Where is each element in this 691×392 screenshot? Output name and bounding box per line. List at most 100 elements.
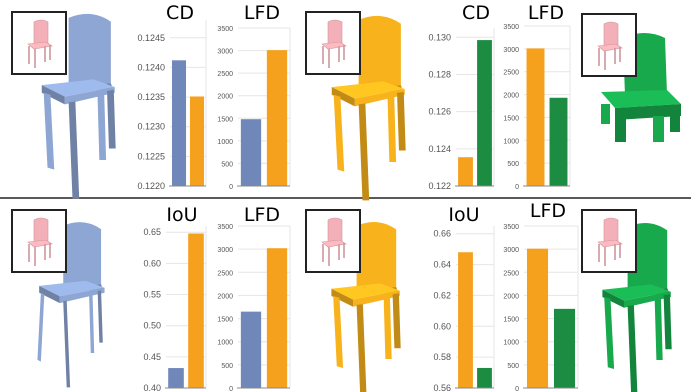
y-tick-label: 0.58 (433, 352, 451, 362)
y-tick-label: 500 (507, 161, 519, 168)
bar (240, 311, 262, 388)
y-tick-label: 0.124 (428, 144, 451, 154)
y-tick-label: 1500 (503, 115, 519, 122)
y-tick-label: 2000 (503, 293, 519, 300)
y-tick-label: 0.1230 (137, 122, 165, 132)
y-tick-label: 0.1220 (137, 181, 165, 191)
y-tick-label: 500 (221, 363, 233, 370)
bar (458, 157, 473, 186)
y-tick-label: 0.60 (143, 258, 161, 268)
chart-title: LFD (530, 200, 566, 222)
chart-title: LFD (244, 2, 280, 24)
bar (240, 119, 262, 186)
y-tick-label: 1000 (503, 340, 519, 347)
y-tick-label: 3500 (217, 26, 233, 33)
y-tick-label: 2500 (503, 270, 519, 277)
bar (266, 50, 288, 187)
chart-5: 0.65 0.60 0.55 0.50 0.45 0.40 IoU (143, 204, 207, 392)
y-tick-label: 0.62 (433, 290, 451, 300)
y-tick-label: 3000 (217, 247, 233, 254)
y-tick-label: 3500 (217, 224, 233, 231)
y-tick-label: 3500 (503, 24, 519, 31)
y-tick-label: 0.65 (143, 227, 161, 237)
y-tick-label: 0.40 (143, 383, 161, 392)
y-tick-label: 0.60 (433, 321, 451, 331)
y-tick-label: 2000 (217, 293, 233, 300)
chart-4: 3500 3000 2500 2000 1500 1000 500 0 LFD (503, 2, 571, 191)
y-tick-label: 3000 (503, 47, 519, 54)
bar (526, 248, 549, 388)
chart-title: IoU (166, 204, 197, 226)
y-tick-label: 2500 (217, 270, 233, 277)
y-tick-label: 0 (515, 386, 519, 392)
bar (553, 308, 576, 388)
chair-orange-bottom (331, 222, 401, 392)
y-tick-label: 1000 (217, 340, 233, 347)
y-tick-label: 1000 (217, 139, 233, 146)
bar (549, 97, 568, 186)
y-tick-label: 0.66 (433, 229, 451, 239)
chart-title: CD (462, 2, 490, 24)
input-thumbnail-5 (305, 209, 361, 273)
y-tick-label: 0.126 (428, 107, 451, 117)
chart-2: 3500 3000 2500 2000 1500 1000 500 0 LFD (217, 2, 291, 191)
y-tick-label: 1000 (503, 138, 519, 145)
y-tick-label: 0.45 (143, 352, 161, 362)
bar (171, 60, 187, 186)
y-tick-label: 1500 (503, 317, 519, 324)
y-tick-label: 0.1235 (137, 92, 165, 102)
chart-1: 0.1245 0.1240 0.1235 0.1230 0.1225 0.1220 CD (137, 2, 207, 191)
y-tick-label: 3000 (217, 49, 233, 56)
y-tick-label: 0.50 (143, 321, 161, 331)
bar (266, 248, 288, 388)
bar (168, 368, 184, 388)
chart-7: 0.66 0.64 0.62 0.60 0.58 0.56 IoU (433, 204, 495, 392)
chart-title: CD (166, 2, 194, 24)
y-tick-label: 0.128 (428, 69, 451, 79)
y-tick-label: 1500 (217, 116, 233, 123)
chair-orange-top (331, 15, 406, 201)
y-tick-label: 0.1240 (137, 62, 165, 72)
y-tick-label: 2000 (503, 93, 519, 100)
y-tick-label: 0.122 (428, 181, 451, 191)
input-thumbnail-6 (581, 209, 637, 273)
chair-green-bottom (602, 223, 672, 392)
bar (477, 40, 492, 186)
charts-layer: 0.12450.12400.12350.12300.12250.1220CD35… (137, 2, 579, 392)
input-thumbnail-4 (11, 209, 67, 273)
y-tick-label: 0.1245 (137, 33, 165, 43)
y-tick-label: 3500 (503, 224, 519, 231)
chart-3: 0.130 0.128 0.126 0.124 0.122 CD (428, 2, 495, 191)
chair-blue-top (41, 13, 116, 199)
y-tick-label: 2000 (217, 94, 233, 101)
y-tick-label: 2500 (503, 70, 519, 77)
chairs-layer (11, 11, 681, 392)
input-thumbnail-1 (11, 11, 67, 75)
bar (526, 48, 545, 187)
y-tick-label: 3000 (503, 247, 519, 254)
y-tick-label: 0.64 (433, 260, 451, 270)
bar (188, 233, 204, 388)
y-tick-label: 2500 (217, 71, 233, 78)
y-tick-label: 0.1225 (137, 151, 165, 161)
y-tick-label: 0 (229, 184, 233, 191)
y-tick-label: 0.56 (433, 383, 451, 392)
y-tick-label: 500 (507, 363, 519, 370)
y-tick-label: 500 (221, 161, 233, 168)
y-tick-label: 0 (229, 386, 233, 392)
chart-title: LFD (244, 204, 280, 226)
bar (189, 96, 205, 186)
chair-blue-bottom (37, 222, 105, 388)
input-thumbnail-3 (581, 13, 637, 77)
bar (458, 252, 473, 388)
bar (477, 367, 492, 388)
chart-6: 3500 3000 2500 2000 1500 1000 500 0 LFD (217, 204, 291, 392)
y-tick-label: 0 (515, 184, 519, 191)
y-tick-label: 1500 (217, 317, 233, 324)
chart-8: 3500 3000 2500 2000 1500 1000 500 0 LFD (503, 200, 579, 392)
y-tick-label: 0.55 (143, 290, 161, 300)
input-thumbnail-2 (305, 11, 361, 75)
chart-title: IoU (448, 204, 479, 226)
chart-title: LFD (528, 2, 564, 24)
